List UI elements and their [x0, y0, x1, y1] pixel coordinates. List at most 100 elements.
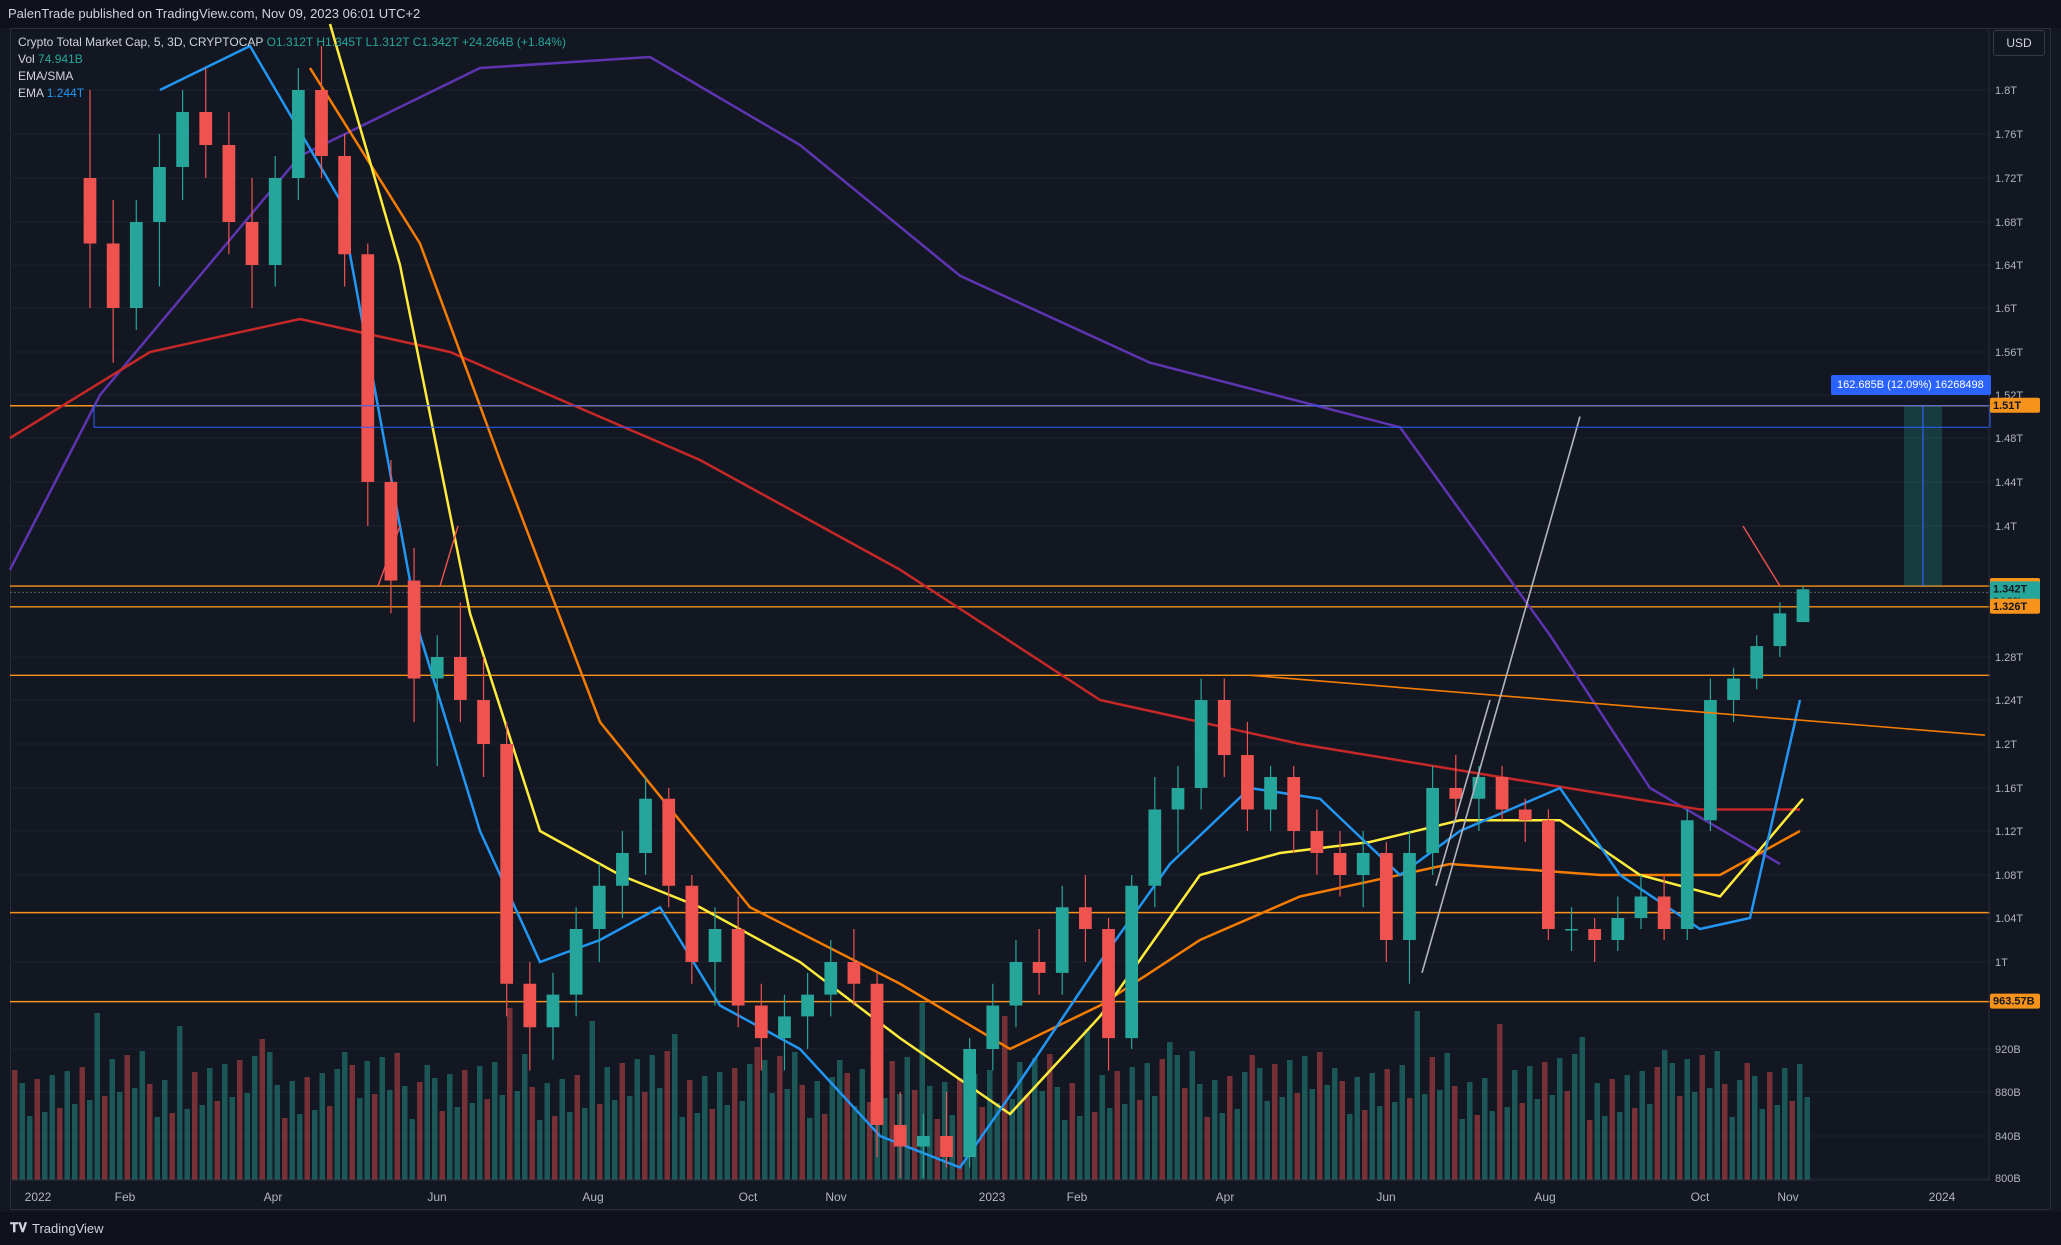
volume-bar	[192, 1072, 198, 1180]
volume-bar	[1362, 1110, 1368, 1180]
volume-bar	[1002, 1016, 1008, 1180]
volume-bar	[1212, 1080, 1218, 1180]
x-tick-label: Nov	[825, 1190, 846, 1204]
candle-body	[1333, 853, 1347, 875]
y-tick-label: 1.04T	[1995, 913, 2023, 925]
footer-brand[interactable]: TradingView	[32, 1221, 104, 1236]
price-tag: 1.51T	[1990, 397, 2040, 413]
volume-bar	[1272, 1064, 1278, 1180]
volume-bar	[169, 1113, 175, 1180]
volume-bar	[12, 1070, 18, 1180]
candle-body	[1449, 788, 1463, 799]
volume-bar	[87, 1100, 93, 1180]
volume-bar	[417, 1082, 423, 1180]
candle-body	[523, 983, 537, 1028]
volume-bar	[42, 1112, 48, 1180]
x-tick-label: Jun	[1376, 1190, 1395, 1204]
volume-bar	[927, 1086, 933, 1180]
candle-body	[963, 1049, 977, 1157]
volume-bar	[1159, 1059, 1165, 1180]
signal-arrow	[1742, 525, 1781, 587]
volume-bar	[1114, 1071, 1120, 1180]
volume-bar	[1437, 1090, 1443, 1180]
volume-bar	[492, 1062, 498, 1180]
volume-bar	[177, 1026, 183, 1180]
volume-bar	[709, 1109, 715, 1180]
y-tick-label: 1T	[1995, 957, 2008, 969]
volume-bar	[1602, 1116, 1608, 1180]
currency-selector[interactable]: USD	[1993, 30, 2045, 56]
legend-high: H1.345T	[316, 35, 363, 49]
volume-bar	[1774, 1105, 1780, 1180]
volume-bar	[822, 1114, 828, 1180]
candle-body	[1356, 853, 1370, 875]
volume-bar	[1677, 1096, 1683, 1180]
candle-body	[338, 156, 352, 255]
candle-body	[129, 222, 143, 308]
candle-body	[1426, 788, 1439, 853]
candle-body	[662, 798, 676, 886]
legend-symbol-row: Crypto Total Market Cap, 5, 3D, CRYPTOCA…	[18, 34, 566, 51]
volume-bar	[552, 1116, 558, 1180]
symbol-name[interactable]: Crypto Total Market Cap, 5, 3D, CRYPTOCA…	[18, 35, 264, 49]
volume-bar	[619, 1063, 625, 1180]
volume-bar	[694, 1113, 700, 1180]
price-tag-text: 963.57B	[1993, 996, 2035, 1008]
volume-bar	[664, 1051, 670, 1180]
legend-change: +24.264B (+1.84%)	[461, 35, 566, 49]
volume-bar	[394, 1053, 400, 1180]
volume-bar	[1609, 1079, 1615, 1180]
volume-bar	[604, 1067, 610, 1180]
volume-bar	[1377, 1106, 1383, 1180]
volume-bar	[1257, 1068, 1263, 1180]
candle-body	[1495, 777, 1509, 810]
volume-bar	[612, 1100, 618, 1180]
y-tick-label: 1.48T	[1995, 433, 2023, 445]
volume-bar	[1512, 1070, 1518, 1180]
chart-frame[interactable]	[10, 28, 2051, 1210]
candle-body	[454, 657, 467, 700]
trend-line	[1249, 674, 1986, 736]
candle-body	[1657, 896, 1671, 929]
candle-body	[176, 112, 189, 167]
volume-bar	[1009, 1099, 1015, 1180]
y-tick-label: 920B	[1995, 1044, 2021, 1056]
x-tick-label: Feb	[1067, 1190, 1088, 1204]
volume-bar	[1594, 1083, 1600, 1180]
candle-body	[824, 962, 838, 995]
volume-bar	[1782, 1068, 1788, 1180]
volume-bar	[124, 1055, 130, 1180]
x-tick-label: Feb	[115, 1190, 136, 1204]
volume-bar	[1264, 1101, 1270, 1180]
candle-body	[1241, 755, 1254, 810]
ma-red-line	[9, 317, 1800, 811]
volume-bar	[162, 1080, 168, 1180]
volume-bar	[724, 1105, 730, 1180]
tradingview-logo-icon[interactable]: 𝐓𝐕	[10, 1220, 27, 1235]
volume-bar	[184, 1109, 190, 1180]
volume-bar	[1234, 1109, 1240, 1180]
candle-body	[778, 1016, 791, 1039]
volume-bar	[1497, 1024, 1503, 1180]
volume-bar	[447, 1074, 453, 1180]
volume-bar	[1242, 1072, 1248, 1180]
ema-fast-line	[159, 44, 1802, 1170]
candle-body	[916, 1136, 930, 1147]
legend-volume-row[interactable]: Vol 74.941B	[18, 51, 566, 68]
candle-body	[430, 657, 444, 679]
volume-bar	[1654, 1067, 1660, 1180]
y-tick-label: 1.12T	[1995, 826, 2023, 838]
volume-bar	[57, 1108, 63, 1180]
x-tick-label: 2024	[1929, 1190, 1956, 1204]
legend-ema-sma-row[interactable]: EMA/SMA	[18, 68, 566, 85]
drawings	[93, 405, 1991, 974]
candle-body	[1704, 700, 1717, 821]
candle-body	[731, 929, 745, 1006]
candle-body	[500, 744, 514, 984]
volume-bar	[514, 1091, 520, 1180]
legend-ema-row[interactable]: EMA 1.244T	[18, 85, 566, 102]
y-tick-label: 1.16T	[1995, 783, 2023, 795]
volume-bar	[912, 1090, 918, 1180]
volume-bar	[432, 1078, 438, 1180]
